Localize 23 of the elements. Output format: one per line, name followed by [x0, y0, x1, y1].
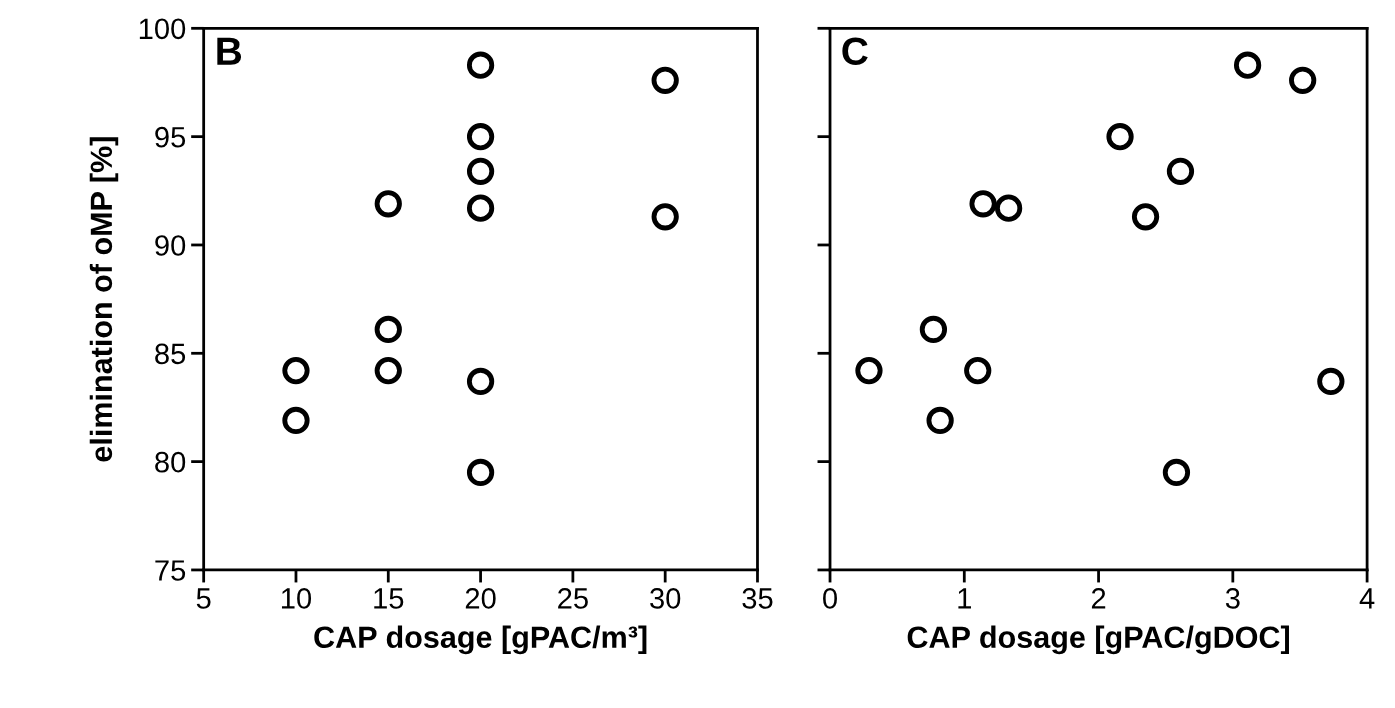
x-tick-label: 1 [958, 588, 971, 609]
x-axis-title: CAP dosage [gPAC/m³] [314, 625, 647, 655]
y-tick-label: 75 [155, 560, 186, 581]
x-tick-label: 15 [374, 588, 404, 609]
y-tick-label: 85 [155, 343, 186, 365]
x-tick-label: 2 [1091, 588, 1106, 609]
x-axis-title: CAP dosage [gPAC/gDOC] [907, 625, 1289, 655]
x-tick-label: 4 [1359, 588, 1375, 609]
y-tick-label: 95 [155, 126, 186, 148]
x-tick-label: 0 [823, 588, 837, 609]
annotation: C [842, 37, 868, 66]
y-axis-title: elimination of oMP [%] [89, 137, 119, 462]
annotation: B [217, 37, 242, 65]
x-tick-label: 30 [650, 588, 681, 609]
y-tick-label: 100 [139, 18, 186, 40]
x-tick-label: 10 [281, 588, 312, 609]
x-tick-label: 20 [465, 588, 496, 609]
x-tick-label: 5 [196, 588, 211, 609]
y-tick-label: 90 [155, 235, 186, 256]
x-tick-label: 3 [1225, 588, 1240, 609]
y-tick-label: 80 [155, 451, 186, 473]
x-tick-label: 25 [558, 588, 588, 609]
x-tick-label: 35 [742, 588, 773, 609]
